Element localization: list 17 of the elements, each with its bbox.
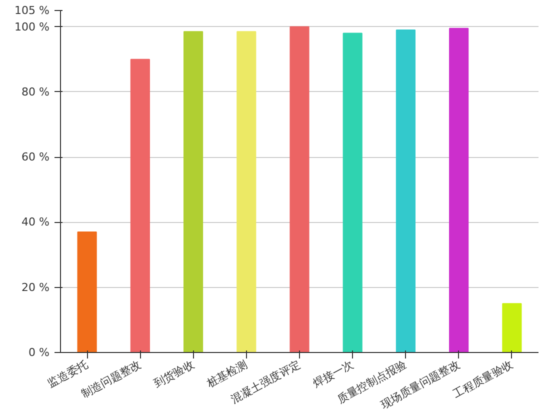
bar [77,231,97,352]
bar [449,28,469,352]
bar [396,30,416,352]
bar [342,32,362,352]
bar [236,31,256,352]
y-tick-label: 60 % [22,150,50,164]
bar [290,26,310,352]
y-tick-label: 80 % [22,85,50,98]
y-tick-label: 0 % [28,346,50,359]
bar [183,31,204,352]
y-tick-label: 20 % [22,280,50,294]
y-tick-label: 100 % [14,20,50,34]
y-tick-label: 105 % [14,4,50,17]
bar [130,58,150,352]
y-tick-label: 40 % [22,216,50,229]
x-tick-label: 到货验收 [152,358,196,390]
bar [502,303,522,352]
